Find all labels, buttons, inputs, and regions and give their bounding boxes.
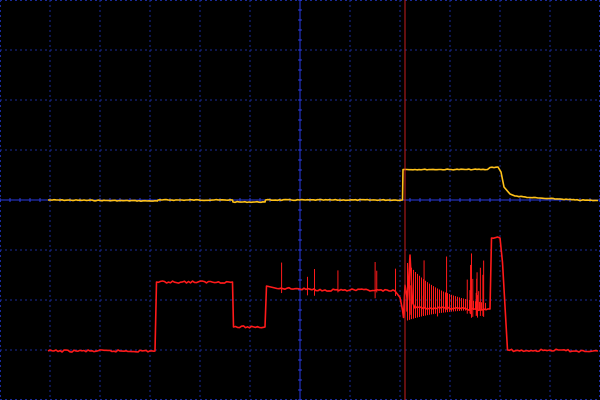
trace-1: [48, 166, 599, 204]
traces: [47, 166, 599, 353]
trace-2: [47, 236, 599, 353]
